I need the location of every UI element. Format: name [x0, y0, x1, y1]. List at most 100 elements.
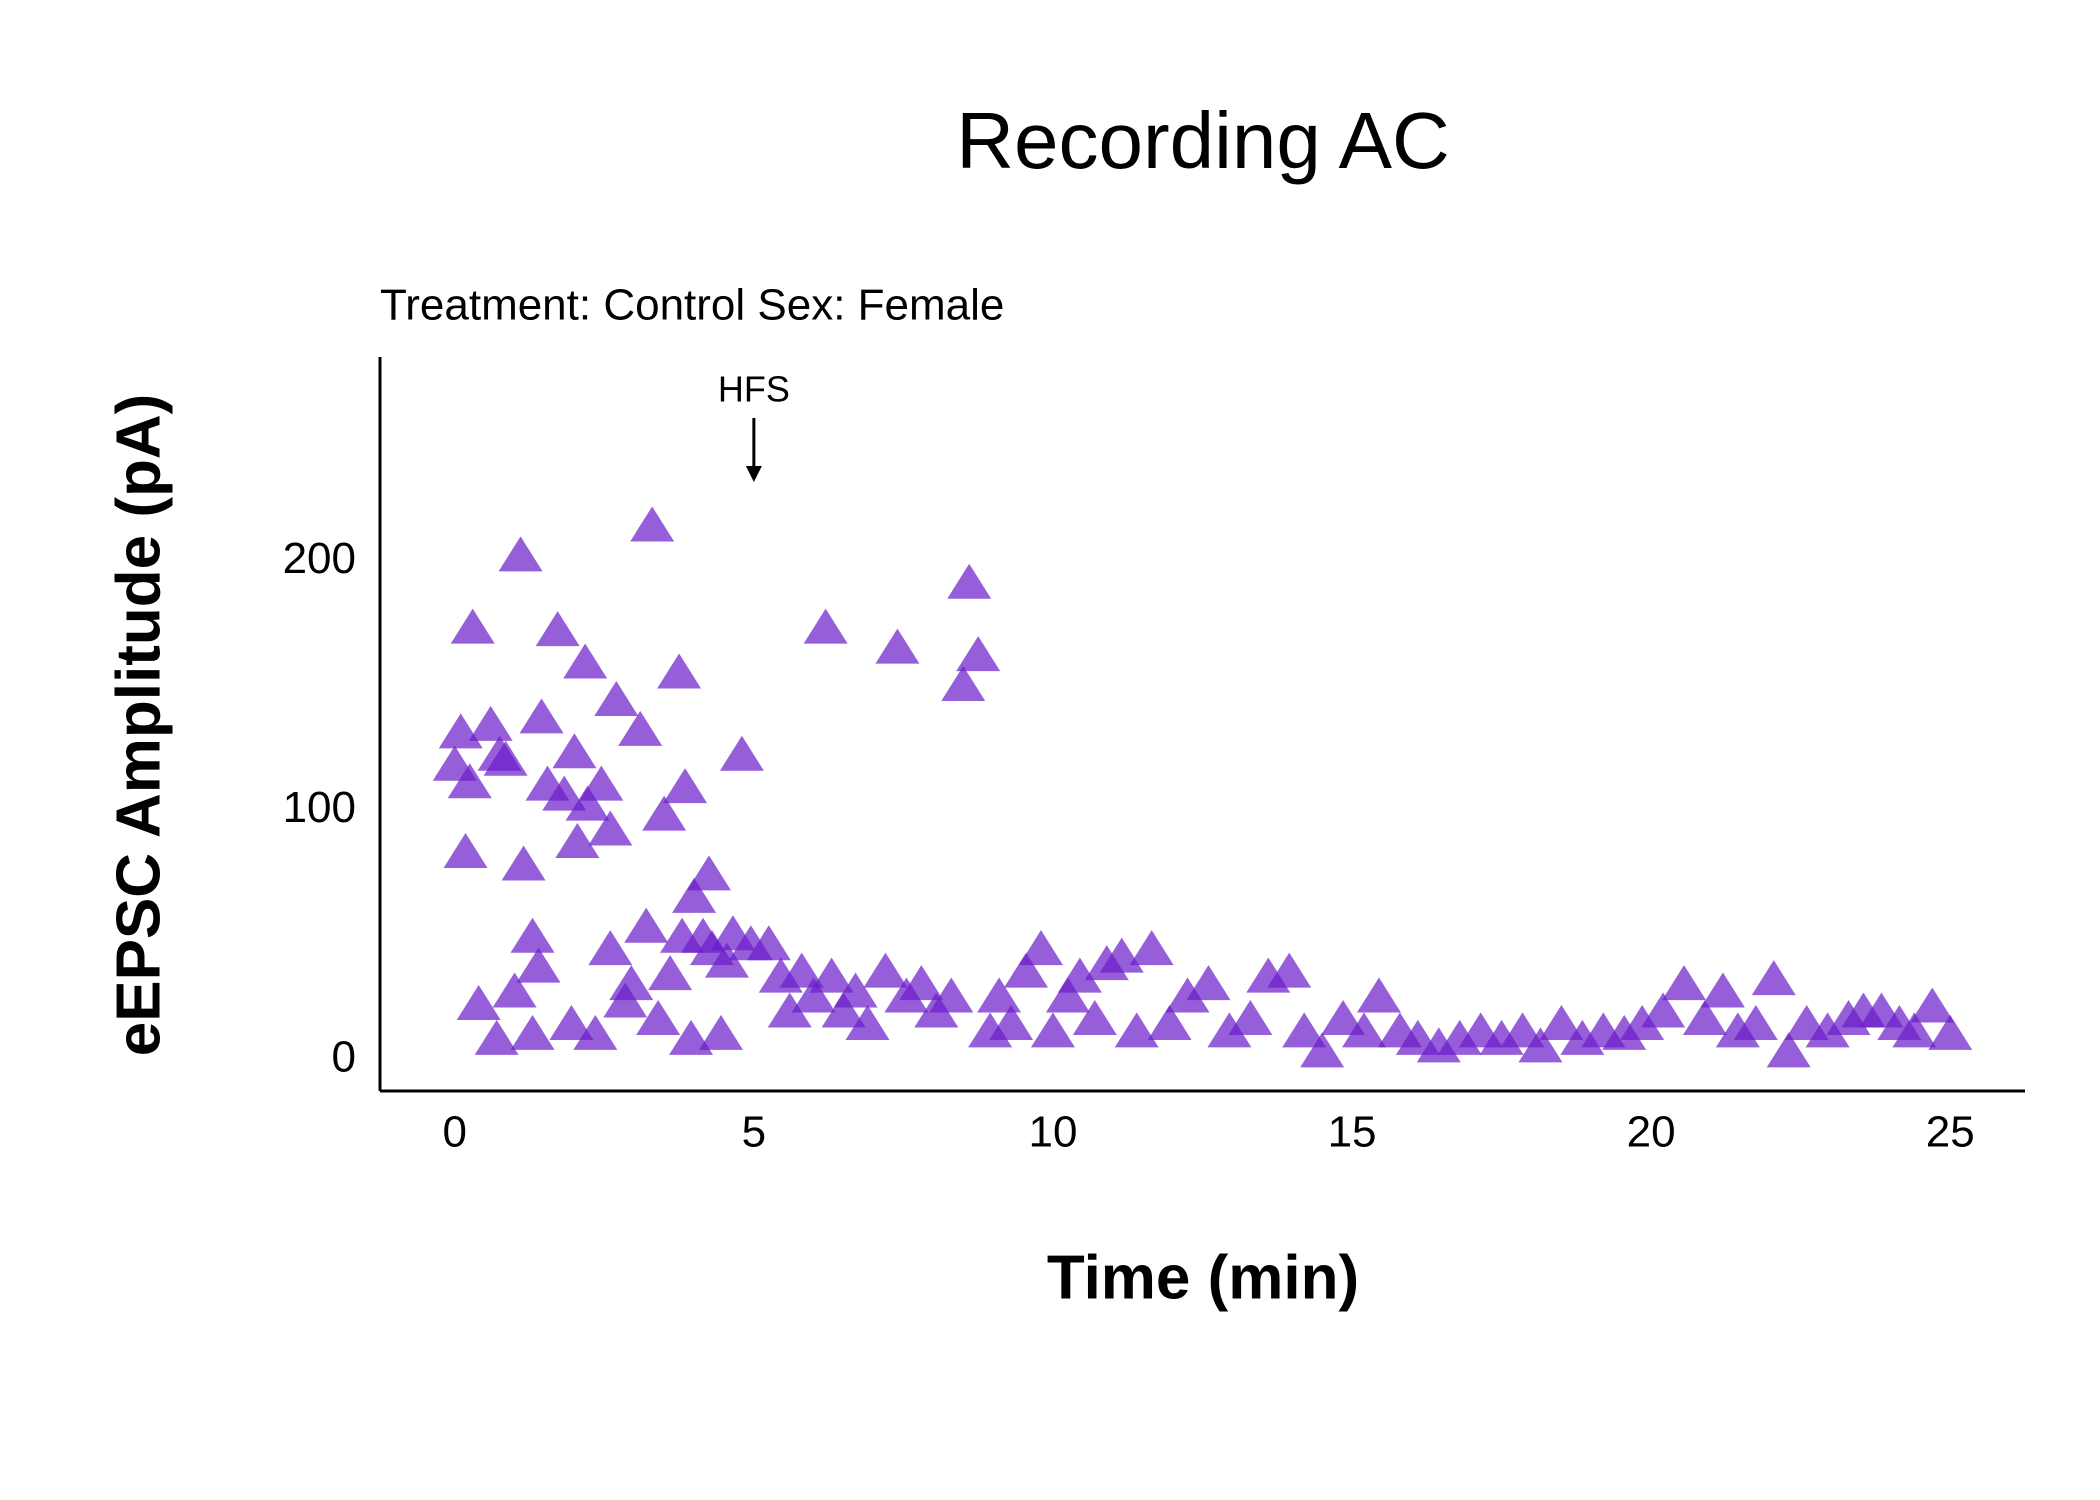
- data-point: [947, 563, 992, 599]
- data-point: [1207, 1012, 1252, 1048]
- data-point: [663, 768, 708, 804]
- x-tick-label: 15: [1328, 1108, 1377, 1157]
- data-point: [1030, 1012, 1075, 1048]
- data-point: [552, 733, 597, 769]
- data-point: [1602, 1014, 1647, 1050]
- chart-subtitle: Treatment: Control Sex: Female: [380, 281, 1004, 330]
- data-point: [549, 1004, 594, 1040]
- data-point: [1682, 999, 1727, 1035]
- data-point: [977, 977, 1022, 1013]
- data-point: [456, 985, 501, 1021]
- data-point: [746, 925, 791, 961]
- x-axis-title: Time (min): [1047, 1243, 1359, 1312]
- data-point: [483, 740, 528, 776]
- data-point: [821, 992, 866, 1028]
- data-point: [1267, 952, 1312, 988]
- data-point: [791, 977, 836, 1013]
- data-point: [636, 999, 681, 1035]
- data-point: [1892, 1012, 1937, 1048]
- data-point: [501, 845, 546, 881]
- y-tick-label: 200: [283, 534, 356, 583]
- data-point: [510, 917, 555, 953]
- data-point: [588, 930, 633, 966]
- data-point: [618, 710, 663, 746]
- data-point: [1004, 952, 1049, 988]
- data-point: [1045, 977, 1090, 1013]
- data-point: [492, 972, 537, 1008]
- data-point: [474, 1019, 519, 1055]
- data-point: [698, 1014, 743, 1050]
- x-tick-label: 10: [1028, 1108, 1077, 1157]
- data-point: [833, 972, 878, 1008]
- data-point: [1751, 960, 1796, 996]
- data-point: [563, 643, 608, 679]
- data-point: [1321, 999, 1366, 1035]
- data-point: [1805, 1012, 1850, 1048]
- data-point: [956, 636, 1001, 672]
- data-point: [1539, 1004, 1584, 1040]
- data-point: [450, 608, 495, 644]
- data-point: [516, 947, 561, 983]
- data-point: [648, 955, 693, 991]
- data-point: [573, 1014, 618, 1050]
- data-point: [803, 608, 848, 644]
- data-point: [519, 698, 564, 734]
- data-point: [1282, 1012, 1327, 1048]
- x-tick-label: 5: [742, 1108, 766, 1157]
- data-point: [1910, 987, 1955, 1023]
- data-point: [989, 1004, 1034, 1040]
- data-point: [1129, 930, 1174, 966]
- data-point: [1114, 1012, 1159, 1048]
- data-point: [510, 1014, 555, 1050]
- data-point: [579, 765, 624, 801]
- data-point: [535, 611, 580, 647]
- data-point: [1072, 999, 1117, 1035]
- data-point: [1766, 1032, 1811, 1068]
- data-point: [863, 952, 908, 988]
- data-point: [845, 1004, 890, 1040]
- data-point: [609, 965, 654, 1001]
- data-point: [630, 506, 675, 542]
- data-point: [1165, 977, 1210, 1013]
- data-point: [779, 952, 824, 988]
- data-point: [1733, 1004, 1778, 1040]
- x-tick-label: 20: [1627, 1108, 1676, 1157]
- data-point: [624, 907, 669, 943]
- data-point: [542, 775, 587, 811]
- data-point: [498, 536, 543, 572]
- data-point: [468, 705, 513, 741]
- data-point: [642, 795, 687, 831]
- x-tick-label: 0: [443, 1108, 467, 1157]
- data-point: [941, 665, 986, 701]
- data-point: [1620, 1004, 1665, 1040]
- data-point: [594, 680, 639, 716]
- x-tick-label: 25: [1926, 1108, 1975, 1157]
- data-point: [929, 977, 974, 1013]
- y-axis-title: eEPSC Amplitude (pA): [104, 394, 173, 1057]
- chart-title: Recording AC: [956, 96, 1450, 185]
- y-tick-label: 100: [283, 783, 356, 832]
- data-point: [899, 965, 944, 1001]
- data-point: [687, 855, 731, 891]
- data-point: [809, 957, 854, 993]
- annotation-label: HFS: [718, 369, 790, 410]
- data-point: [1228, 999, 1273, 1035]
- annotation-arrowhead: [745, 466, 762, 482]
- data-point: [565, 785, 610, 821]
- data-point: [443, 832, 488, 868]
- data-point: [555, 823, 600, 859]
- data-point: [672, 877, 717, 913]
- data-point: [1147, 1004, 1192, 1040]
- data-point: [1928, 1014, 1973, 1050]
- data-point: [875, 628, 920, 664]
- data-point: [588, 810, 633, 846]
- data-point: [1518, 1027, 1563, 1063]
- data-point: [1300, 1032, 1345, 1068]
- data-point: [1662, 965, 1707, 1001]
- data-point: [1641, 992, 1686, 1028]
- data-point: [704, 942, 749, 978]
- data-point: [719, 735, 764, 771]
- data-point: [767, 992, 812, 1028]
- data-point: [1700, 972, 1745, 1008]
